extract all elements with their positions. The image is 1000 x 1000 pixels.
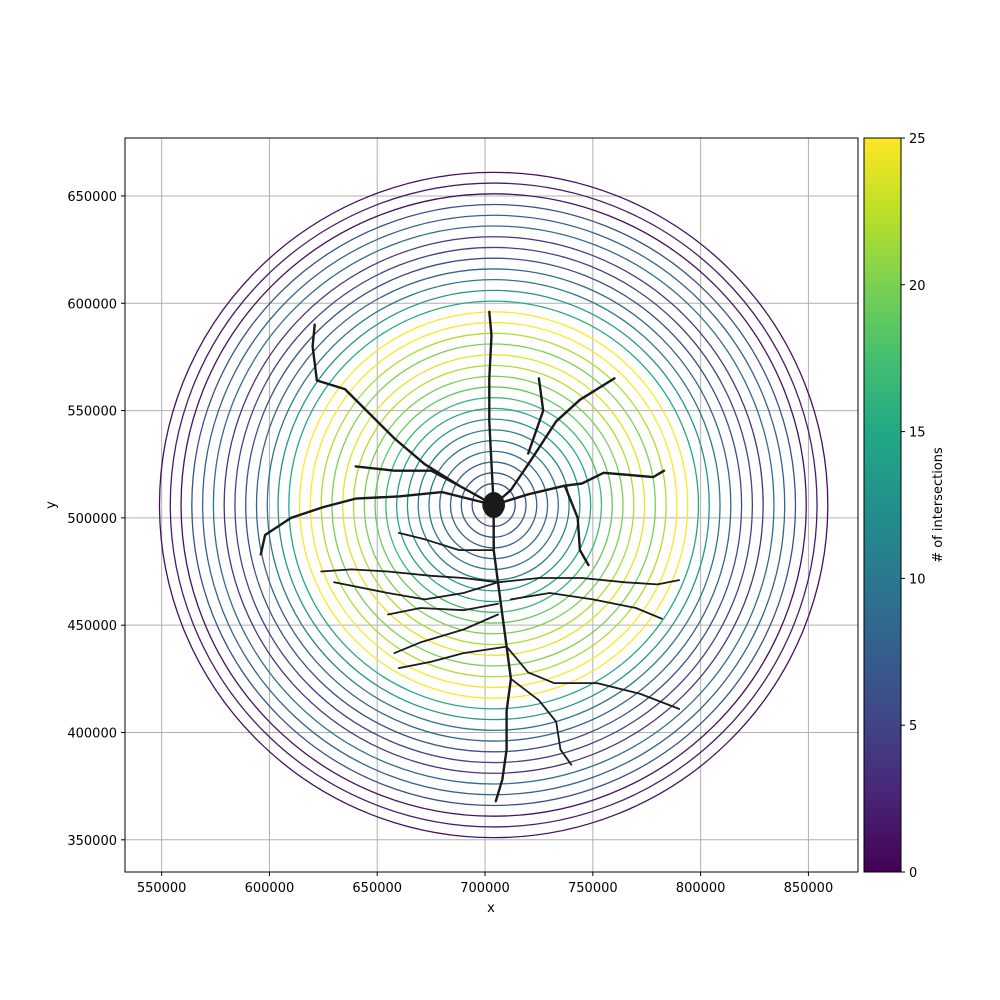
contour-ring-15 [320,332,667,678]
contour-ring-8 [395,407,592,603]
contour-ring-20 [266,278,721,732]
colorbar-ticks: 0 5 10 15 20 25 [901,132,926,881]
contour-ring-23 [234,246,754,764]
colorbar-tick-label-2: 10 [909,572,926,587]
contour-ring-12 [352,364,635,646]
contour-ring-28 [180,193,807,817]
contour-ring-21 [255,268,732,742]
grid-lines [125,138,858,872]
colorbar-tick-label-4: 20 [909,279,926,294]
x-tick-label-3: 700000 [460,881,510,896]
contour-ring-18 [288,300,700,710]
neuron-branch-17 [505,645,680,710]
contour-ring-11 [363,375,624,635]
neuron-branch-6 [354,465,461,487]
x-tick-label-1: 600000 [245,881,295,896]
x-tick-label-6: 850000 [784,881,834,896]
contour-ring-22 [245,257,743,753]
neuron-branch-14 [387,602,499,616]
contour-ring-16 [309,321,678,689]
y-tick-label-1: 400000 [67,726,117,741]
neuron-branch-8 [311,323,319,382]
contour-ring-13 [342,354,646,656]
neuron-branch-1 [492,377,616,507]
contour-ring-17 [298,311,689,699]
x-axis-label: x [487,901,495,916]
neuron-morphology [259,310,680,803]
neuron-branch-18 [510,677,573,766]
x-tick-label-0: 550000 [137,881,187,896]
x-tick-label-5: 800000 [676,881,726,896]
neuron-branch-7 [259,490,495,556]
colorbar-tick-label-0: 0 [909,866,917,881]
colorbar-label: # of intersections [931,447,946,563]
colorbar-tick-label-1: 5 [909,719,917,734]
y-tick-label-3: 500000 [67,512,117,527]
contour-ring-26 [201,214,786,796]
contour-ring-29 [169,182,818,828]
neuron-branch-19 [397,532,495,551]
contour-ring-25 [212,225,775,785]
y-tick-label-5: 600000 [67,297,117,312]
neuron-branch-13 [510,592,663,620]
contour-rings [158,171,829,839]
neuron-branch-12 [333,581,499,601]
neuron-soma [482,492,505,518]
colorbar: 0 5 10 15 20 25 # of intersections [863,132,946,881]
neuron-branch-3 [492,469,666,507]
y-axis-label: y [44,501,59,509]
contour-ring-5 [428,439,559,571]
contour-ring-24 [223,236,764,774]
x-axis-ticks: 550000 600000 650000 700000 750000 800000 8500… [137,872,833,896]
neuron-branch-2 [527,377,545,455]
neuron-branch-4 [563,484,590,567]
neuron-branch-11 [497,577,680,586]
neuron-branch-15 [393,613,499,654]
y-tick-label-4: 550000 [67,405,117,420]
contour-ring-30 [158,171,829,839]
x-tick-label-2: 650000 [352,881,402,896]
contour-ring-10 [374,386,613,624]
y-tick-label-6: 650000 [67,190,117,205]
neuron-branch-16 [397,645,508,669]
contour-ring-19 [277,289,710,721]
contour-ring-7 [406,418,581,592]
colorbar-tick-label-5: 25 [909,132,926,147]
contour-ring-9 [385,397,603,613]
y-axis-ticks: 350000 400000 450000 500000 550000 600000 6500… [67,190,125,849]
y-tick-label-2: 450000 [67,619,117,634]
colorbar-tick-label-3: 15 [909,426,926,441]
y-tick-label-0: 350000 [67,834,117,849]
contour-ring-27 [191,203,797,807]
x-tick-label-4: 750000 [568,881,618,896]
neuron-branch-0 [488,310,495,507]
colorbar-gradient [863,137,902,873]
neuron-branch-9 [492,503,513,803]
contour-ring-6 [417,429,570,581]
neuron-branch-10 [320,568,499,584]
plot-frame [124,137,859,873]
